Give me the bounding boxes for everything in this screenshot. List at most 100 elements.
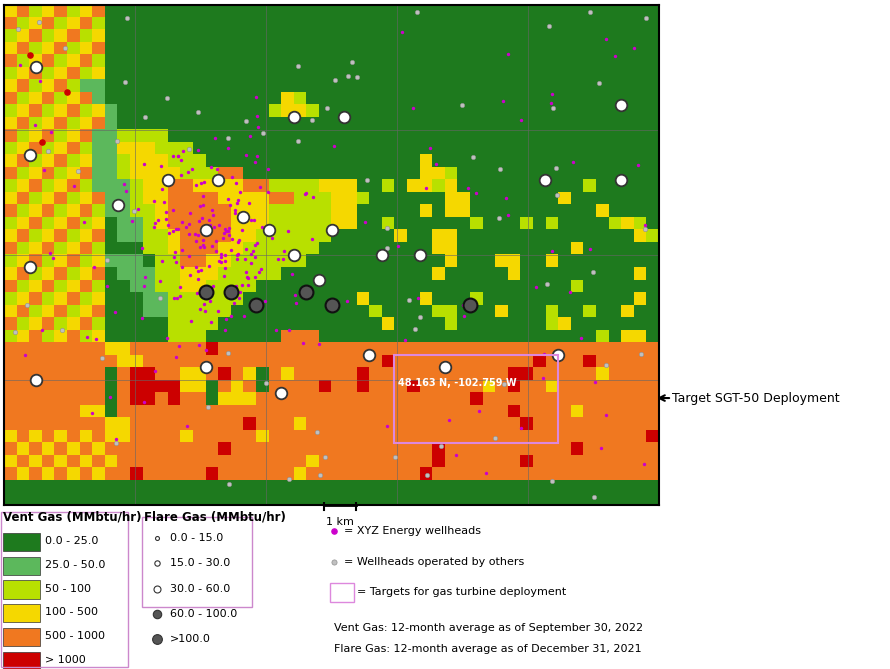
Point	[248, 252, 263, 262]
Point	[217, 271, 231, 282]
Point	[148, 365, 162, 376]
Text: 30.0 - 60.0: 30.0 - 60.0	[170, 583, 231, 593]
Point	[639, 13, 653, 24]
Point	[103, 392, 117, 403]
Point	[217, 228, 231, 239]
Point	[362, 350, 376, 361]
Point	[350, 71, 364, 82]
Point	[153, 275, 167, 286]
Text: Vent Gas (MMbtu/hr): Vent Gas (MMbtu/hr)	[4, 510, 142, 523]
Point	[337, 112, 352, 122]
Text: Flare Gas (MMbtu/hr): Flare Gas (MMbtu/hr)	[143, 510, 286, 523]
Point	[206, 210, 221, 221]
Point	[169, 224, 183, 235]
Point	[271, 254, 286, 264]
Point	[339, 296, 353, 306]
Point	[594, 442, 608, 453]
Point	[592, 78, 606, 88]
Point	[193, 201, 207, 211]
Point	[299, 287, 313, 298]
Point	[137, 397, 151, 407]
Point	[224, 172, 239, 183]
Point	[206, 221, 221, 232]
Point	[221, 348, 235, 359]
Point	[147, 195, 161, 206]
Point	[171, 224, 185, 235]
Point	[94, 353, 109, 363]
Point	[492, 213, 506, 223]
Point	[207, 132, 222, 143]
Text: Flare Gas: 12-month average as of December 31, 2021: Flare Gas: 12-month average as of Decemb…	[334, 644, 642, 654]
Point	[249, 111, 263, 122]
Point	[71, 166, 85, 177]
Point	[310, 427, 324, 438]
Point	[189, 235, 203, 246]
Point	[320, 102, 335, 113]
Point	[228, 205, 242, 215]
Point	[497, 379, 511, 390]
Point	[217, 250, 231, 260]
Point	[461, 183, 475, 193]
Point	[194, 178, 208, 189]
Point	[214, 249, 229, 260]
Point	[205, 316, 219, 327]
Point	[183, 270, 198, 280]
Text: Vent Gas: 12-month average as of September 30, 2022: Vent Gas: 12-month average as of Septemb…	[334, 623, 643, 633]
Point	[231, 237, 245, 248]
Point	[324, 225, 338, 235]
Text: 25.0 - 50.0: 25.0 - 50.0	[45, 560, 106, 570]
Point	[28, 120, 43, 131]
Point	[472, 405, 486, 416]
Point	[410, 293, 425, 304]
Point	[193, 304, 207, 314]
Point	[599, 409, 613, 420]
Point	[222, 222, 236, 233]
Point	[125, 215, 140, 226]
Point	[244, 248, 258, 259]
Point	[219, 225, 233, 236]
Point	[173, 290, 187, 301]
Point	[118, 186, 133, 197]
Point	[247, 302, 261, 312]
Point	[239, 272, 254, 282]
Point	[358, 217, 372, 227]
Point	[291, 61, 305, 72]
Point	[212, 219, 226, 230]
Point	[170, 292, 184, 303]
Point	[286, 268, 300, 279]
Point	[239, 244, 253, 254]
Point	[194, 265, 208, 276]
Point	[137, 281, 151, 292]
Point	[197, 177, 211, 187]
Point	[538, 175, 553, 185]
Point	[196, 199, 210, 210]
Point	[28, 375, 43, 385]
Point	[496, 96, 510, 106]
Point	[182, 219, 197, 229]
Point	[269, 324, 283, 335]
Point	[324, 298, 338, 308]
Point	[457, 300, 471, 311]
Point	[630, 160, 644, 171]
Point	[221, 132, 235, 143]
Point	[22, 50, 36, 60]
Point	[126, 205, 141, 216]
Point	[195, 213, 209, 223]
Point	[277, 245, 291, 256]
Point	[542, 20, 556, 31]
Point	[155, 183, 169, 194]
Point	[291, 136, 305, 147]
Point	[190, 288, 204, 298]
Point	[244, 214, 258, 225]
Bar	[4, 581, 40, 599]
Point	[231, 254, 245, 264]
Text: 1 km: 1 km	[326, 517, 353, 527]
Point	[529, 282, 543, 293]
Point	[85, 408, 99, 419]
Point	[231, 292, 246, 303]
Point	[175, 245, 190, 256]
Point	[41, 145, 55, 156]
Point	[189, 261, 203, 272]
Point	[209, 163, 223, 174]
Point	[258, 296, 272, 306]
